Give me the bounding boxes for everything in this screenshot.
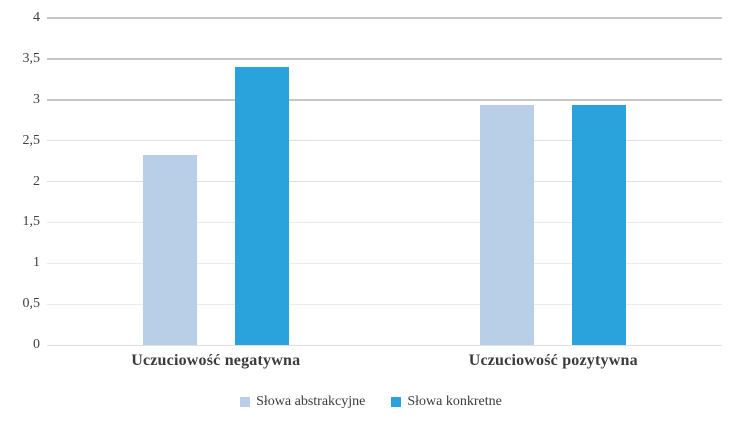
y-tick-label: 4: [33, 10, 40, 25]
plot-area: [47, 17, 722, 346]
y-tick-label: 3: [33, 91, 40, 107]
gridline: [47, 57, 722, 60]
y-tick-label: 2: [33, 173, 40, 189]
bar-series-0-category-1: [480, 105, 535, 345]
x-axis-label: Uczuciowość negatywna: [131, 352, 301, 369]
bar-series-1-category-1: [572, 105, 627, 345]
legend-item: Słowa konkretne: [391, 394, 502, 410]
gridline: [47, 17, 722, 19]
gridline: [47, 98, 722, 101]
y-tick-label: 0,5: [22, 296, 41, 312]
bar-series-1-category-0: [234, 67, 289, 345]
x-axis: Uczuciowość negatywna Uczuciowość pozytyw…: [47, 352, 722, 370]
legend-swatch-icon: [240, 397, 251, 407]
y-tick-label: 2,5: [22, 132, 41, 148]
legend: Słowa abstrakcyjne Słowa konkretne: [0, 394, 742, 410]
legend-item: Słowa abstrakcyjne: [240, 394, 365, 410]
y-tick-label: 1,5: [22, 214, 41, 230]
y-tick-label: 1: [33, 255, 40, 271]
x-axis-label: Uczuciowość pozytywna: [468, 352, 638, 369]
legend-label: Słowa abstrakcyjne: [256, 394, 366, 409]
y-tick-label: 0: [33, 337, 40, 352]
y-axis: 0 0,5 1 1,5 2 2,5 3 3,5 4: [0, 11, 41, 352]
legend-swatch-icon: [391, 397, 402, 407]
legend-label: Słowa konkretne: [407, 394, 502, 409]
bar-series-0-category-0: [142, 155, 197, 345]
y-tick-label: 3,5: [22, 50, 41, 66]
